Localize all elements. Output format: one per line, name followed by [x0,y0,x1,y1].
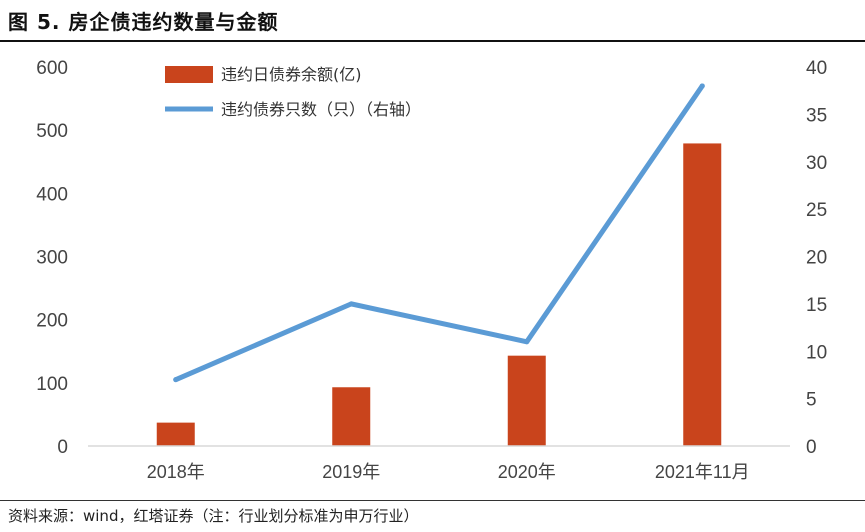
x-tick-label: 2019年 [322,462,380,482]
legend-line-label: 违约债券只数（只）（右轴） [221,100,421,119]
right-tick-label: 20 [806,248,827,269]
right-tick-label: 25 [806,200,827,221]
left-tick-label: 600 [36,58,68,79]
left-y-axis: 0 100 200 300 400 500 600 [36,58,68,458]
footer-rule [0,500,865,501]
left-tick-label: 200 [36,311,68,332]
series-line [173,83,705,383]
legend-bar-label: 违约日债券余额(亿) [221,65,362,84]
line-series [173,83,705,383]
bar-series [156,143,722,446]
line-point [348,301,354,307]
left-tick-label: 300 [36,248,68,269]
source-note: 资料来源：wind，红塔证券（注：行业划分标准为申万行业） [8,507,419,525]
title-rule [0,40,865,42]
bar [332,387,371,446]
right-tick-label: 15 [806,295,827,316]
right-tick-label: 30 [806,153,827,174]
right-tick-label: 40 [806,58,827,79]
line-point [524,339,530,345]
x-tick-label: 2021年11月 [655,462,750,482]
combo-chart: 0 100 200 300 400 500 600 0 5 10 15 20 25 30 35 40 201… [36,58,827,482]
left-tick-label: 100 [36,374,68,395]
right-tick-label: 35 [806,105,827,126]
line-point [699,83,705,89]
line-point [173,377,179,383]
left-tick-label: 400 [36,184,68,205]
chart-title: 图 5. 房企债违约数量与金额 [8,10,279,34]
right-tick-label: 5 [806,390,817,411]
legend-bar-swatch [165,66,213,83]
x-tick-label: 2018年 [147,462,205,482]
x-axis: 2018年 2019年 2020年 2021年11月 [88,445,790,482]
bar [507,355,546,446]
right-y-axis: 0 5 10 15 20 25 30 35 40 [806,58,827,458]
legend: 违约日债券余额(亿) 违约债券只数（只）（右轴） [165,65,421,119]
x-tick-label: 2020年 [498,462,556,482]
right-tick-label: 10 [806,342,827,363]
right-tick-label: 0 [806,437,817,458]
bar [156,422,195,446]
bar [683,143,722,446]
left-tick-label: 500 [36,121,68,142]
left-tick-label: 0 [57,437,68,458]
